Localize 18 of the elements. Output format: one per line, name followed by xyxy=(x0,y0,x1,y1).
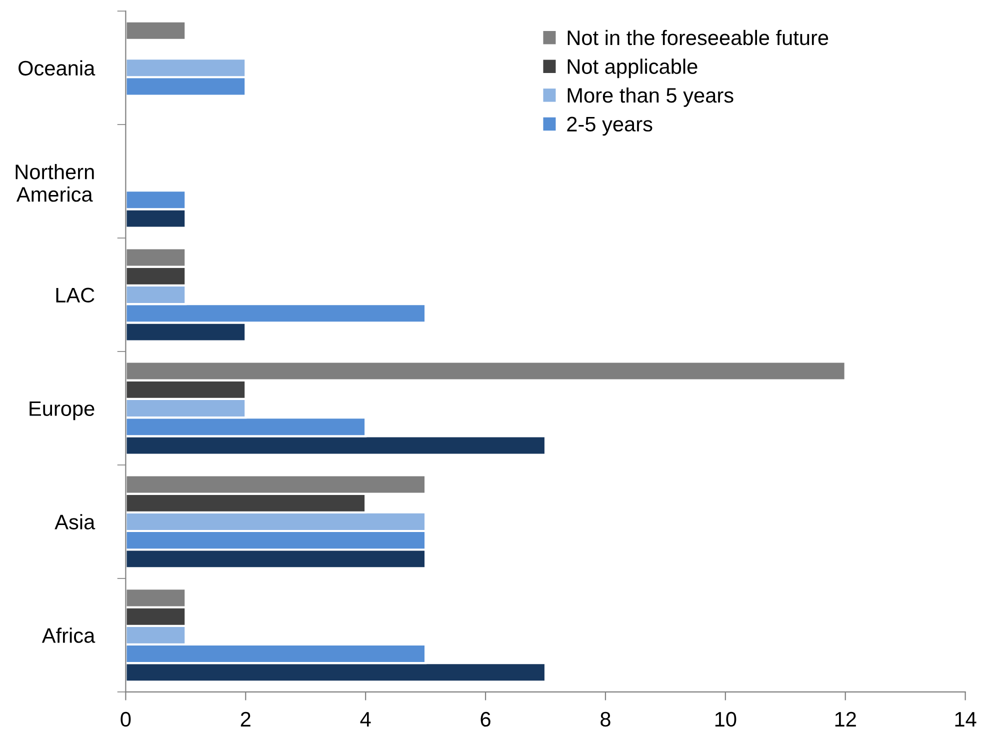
legend-label: 2-5 years xyxy=(567,116,652,136)
legend-label: Not applicable xyxy=(568,58,698,78)
y-tick-label: Africa xyxy=(42,628,96,643)
y-tick-label: Europe xyxy=(30,401,94,420)
legend-label: More than 5 years xyxy=(568,87,734,107)
y-tick-label: Oceania xyxy=(18,60,96,76)
y-tick-label: Asia xyxy=(54,514,96,530)
y-tick-label: Northern America xyxy=(16,164,94,202)
x-tick-label: 6 xyxy=(480,712,490,727)
y-tick-label: LAC xyxy=(56,288,94,303)
legend-label: Not in the foreseeable future xyxy=(568,30,828,46)
x-tick-label: 14 xyxy=(955,712,976,726)
x-tick-label: 0 xyxy=(120,712,131,727)
x-tick-label: 4 xyxy=(360,712,371,726)
x-tick-label: 8 xyxy=(600,712,610,727)
x-tick-label: 12 xyxy=(835,712,856,726)
x-tick-label: 2 xyxy=(240,712,250,726)
x-tick-label: 10 xyxy=(715,712,736,727)
